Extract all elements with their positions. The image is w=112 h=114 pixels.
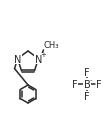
Text: B: B [83, 79, 90, 89]
Text: F: F [83, 91, 89, 101]
Text: +: + [40, 52, 45, 58]
Text: -: - [88, 77, 91, 83]
Text: F: F [95, 79, 101, 89]
Text: N: N [34, 54, 42, 64]
Text: F: F [83, 67, 89, 77]
Text: F: F [72, 79, 77, 89]
Text: CH₃: CH₃ [44, 41, 59, 50]
Text: N: N [14, 54, 21, 64]
